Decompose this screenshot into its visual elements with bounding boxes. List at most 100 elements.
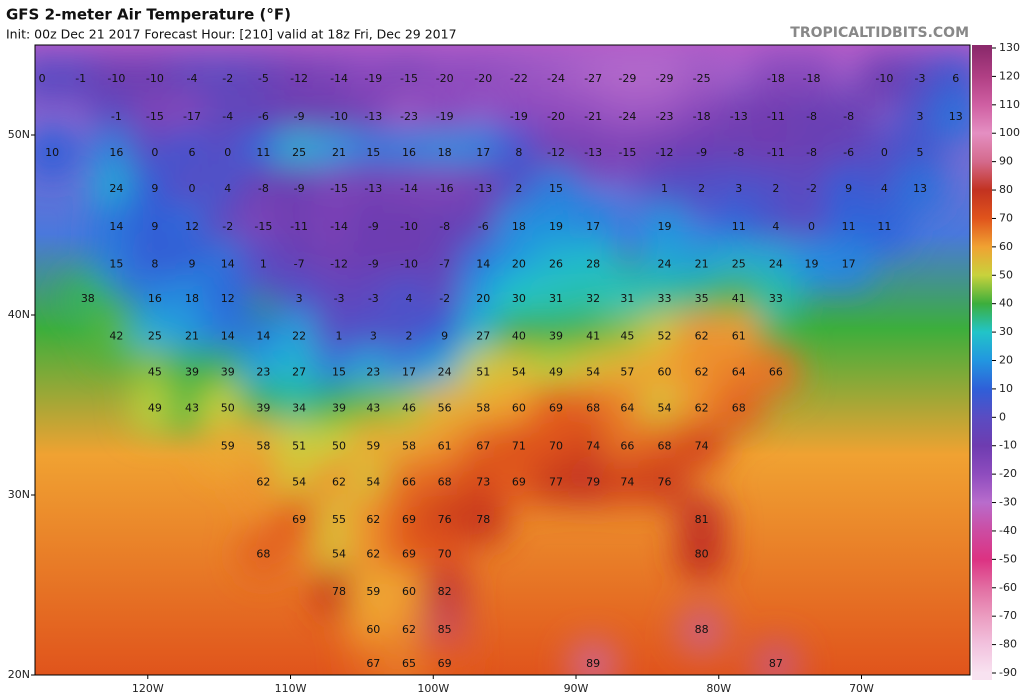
station-temperature: 66: [402, 475, 416, 488]
station-temperature: 45: [620, 330, 634, 343]
colorbar-tick-label: 0: [999, 410, 1006, 423]
temperature-blob: [418, 456, 471, 509]
station-temperature: 39: [221, 366, 235, 379]
temperature-blob: [128, 91, 181, 143]
temperature-blob: [675, 604, 728, 656]
station-temperature: 41: [586, 330, 600, 343]
station-temperature: 85: [438, 623, 452, 636]
station-temperature: 78: [476, 513, 490, 526]
colorbar: [972, 45, 992, 680]
temperature-blob: [383, 420, 435, 473]
station-temperature: 74: [695, 439, 709, 452]
temperature-blob: [201, 127, 254, 179]
temperature-blob: [530, 420, 583, 473]
station-temperature: -12: [290, 72, 308, 85]
temperature-blob: [601, 456, 654, 509]
station-temperature: 2: [406, 330, 413, 343]
temperature-blob: [492, 382, 545, 435]
station-temperature: -1: [111, 110, 122, 123]
station-temperature: 69: [549, 402, 563, 415]
temperature-blob: [858, 163, 911, 215]
station-temperature: -7: [294, 258, 305, 271]
station-temperature: 9: [151, 220, 158, 233]
station-temperature: -7: [439, 258, 450, 271]
colorbar-tick-label: 70: [999, 211, 1013, 224]
temperature-blob: [675, 420, 728, 473]
lat-tick-label: 50N: [8, 128, 30, 141]
station-temperature: 57: [620, 366, 634, 379]
station-temperature: 66: [620, 439, 634, 452]
map-area: 0 -1 -10 -10 -4 -2 -5 -12 -14 -19 -15 -20 -20 -22 -24-…: [35, 45, 970, 675]
temperature-blob: [492, 53, 545, 106]
temperature-blob: [785, 200, 838, 253]
station-temperature: -20: [474, 72, 492, 85]
station-temperature: -12: [330, 258, 348, 271]
axes: 1301201101009080706050403020100-10-20-30…: [8, 41, 1020, 695]
colorbar-tick-label: -20: [999, 467, 1017, 480]
station-temperature: 6: [952, 72, 959, 85]
temperature-blob: [347, 127, 400, 179]
station-temperature: 58: [476, 402, 490, 415]
station-temperature: 76: [438, 513, 452, 526]
station-temperature: 59: [366, 439, 380, 452]
station-temperature: -2: [222, 72, 233, 85]
temperature-blob: [201, 420, 254, 473]
station-temperature: -17: [183, 110, 201, 123]
station-temperature: 8: [151, 258, 158, 271]
station-temperature: 60: [402, 585, 416, 598]
temperature-blob: [457, 346, 510, 399]
temperature-blob: [638, 310, 691, 363]
station-temperature: -18: [803, 72, 821, 85]
station-temperature: 49: [148, 402, 162, 415]
station-temperature: 26: [549, 258, 563, 271]
station-temperature: -29: [656, 72, 674, 85]
station-temperature: 56: [438, 402, 452, 415]
temperature-blob: [894, 127, 947, 179]
temperature-blob: [237, 127, 290, 179]
station-temperature: 18: [512, 220, 526, 233]
temperature-blob: [785, 127, 838, 179]
temperature-blob: [383, 346, 435, 399]
station-temperature: 20: [476, 292, 490, 305]
station-temperature: -19: [436, 110, 454, 123]
temperature-blob: [347, 310, 400, 363]
station-temperature: 62: [695, 402, 709, 415]
temperature-blob: [749, 200, 802, 253]
station-temperature: -6: [478, 220, 489, 233]
temperature-blob: [712, 382, 765, 435]
temperature-blob: [273, 163, 326, 215]
station-temperature: 17: [842, 258, 856, 271]
station-temperature: -5: [258, 72, 269, 85]
station-temperature: 35: [695, 292, 709, 305]
temperature-blob: [418, 272, 471, 325]
temperature-blob: [675, 91, 728, 143]
station-temperature: -23: [656, 110, 674, 123]
temperature-blob: [749, 272, 802, 325]
station-temperature: 50: [221, 402, 235, 415]
station-temperature: 80: [695, 547, 709, 560]
temperature-blob: [822, 127, 875, 179]
temperature-blob: [166, 272, 219, 325]
temperature-blob: [785, 91, 838, 143]
temperature-blob: [749, 163, 802, 215]
station-temperature: 45: [148, 366, 162, 379]
temperature-blob: [822, 200, 875, 253]
temperature-blob: [201, 91, 254, 143]
temperature-blob: [785, 238, 838, 291]
station-temperature: 14: [221, 330, 235, 343]
station-temperature: -8: [806, 110, 817, 123]
temperature-blob: [457, 127, 510, 179]
temperature-blob: [457, 382, 510, 435]
colorbar-tick-label: -70: [999, 609, 1017, 622]
temperature-blob: [457, 272, 510, 325]
station-temperature: 61: [438, 439, 452, 452]
station-temperature: 74: [620, 475, 634, 488]
station-temperature: 2: [515, 182, 522, 195]
temperature-blob: [675, 272, 728, 325]
temperature-blob: [273, 346, 326, 399]
temperature-blob: [201, 382, 254, 435]
station-temperature: -29: [618, 72, 636, 85]
station-temperature: -9: [368, 258, 379, 271]
station-temperature: 62: [332, 475, 346, 488]
station-temperature: 2: [698, 182, 705, 195]
